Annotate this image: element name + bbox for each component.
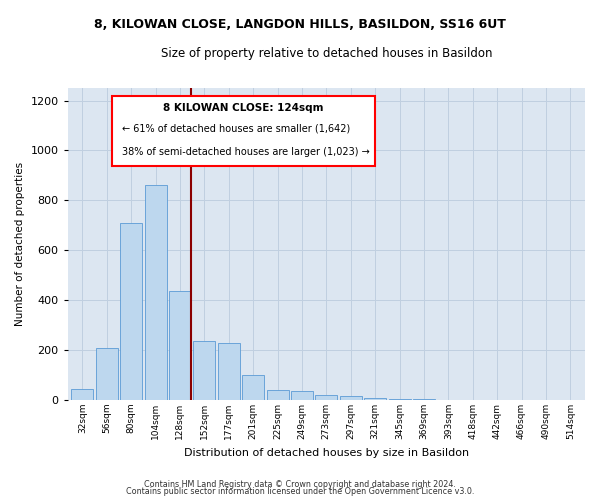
Text: 8, KILOWAN CLOSE, LANGDON HILLS, BASILDON, SS16 6UT: 8, KILOWAN CLOSE, LANGDON HILLS, BASILDO… <box>94 18 506 30</box>
Bar <box>120 223 142 400</box>
Bar <box>218 342 240 400</box>
X-axis label: Distribution of detached houses by size in Basildon: Distribution of detached houses by size … <box>184 448 469 458</box>
Bar <box>145 186 167 400</box>
Bar <box>389 399 410 400</box>
Bar <box>340 396 362 400</box>
Bar <box>71 389 94 400</box>
Bar <box>193 342 215 400</box>
Bar <box>169 292 191 400</box>
FancyBboxPatch shape <box>112 96 376 166</box>
Text: ← 61% of detached houses are smaller (1,642): ← 61% of detached houses are smaller (1,… <box>122 124 350 134</box>
Title: Size of property relative to detached houses in Basildon: Size of property relative to detached ho… <box>161 48 492 60</box>
Bar <box>266 390 289 400</box>
Bar <box>316 395 337 400</box>
Text: 38% of semi-detached houses are larger (1,023) →: 38% of semi-detached houses are larger (… <box>122 148 370 158</box>
Text: 8 KILOWAN CLOSE: 124sqm: 8 KILOWAN CLOSE: 124sqm <box>163 103 324 113</box>
Y-axis label: Number of detached properties: Number of detached properties <box>15 162 25 326</box>
Text: Contains public sector information licensed under the Open Government Licence v3: Contains public sector information licen… <box>126 488 474 496</box>
Text: Contains HM Land Registry data © Crown copyright and database right 2024.: Contains HM Land Registry data © Crown c… <box>144 480 456 489</box>
Bar <box>291 392 313 400</box>
Bar <box>96 348 118 400</box>
Bar <box>242 375 264 400</box>
Bar <box>364 398 386 400</box>
